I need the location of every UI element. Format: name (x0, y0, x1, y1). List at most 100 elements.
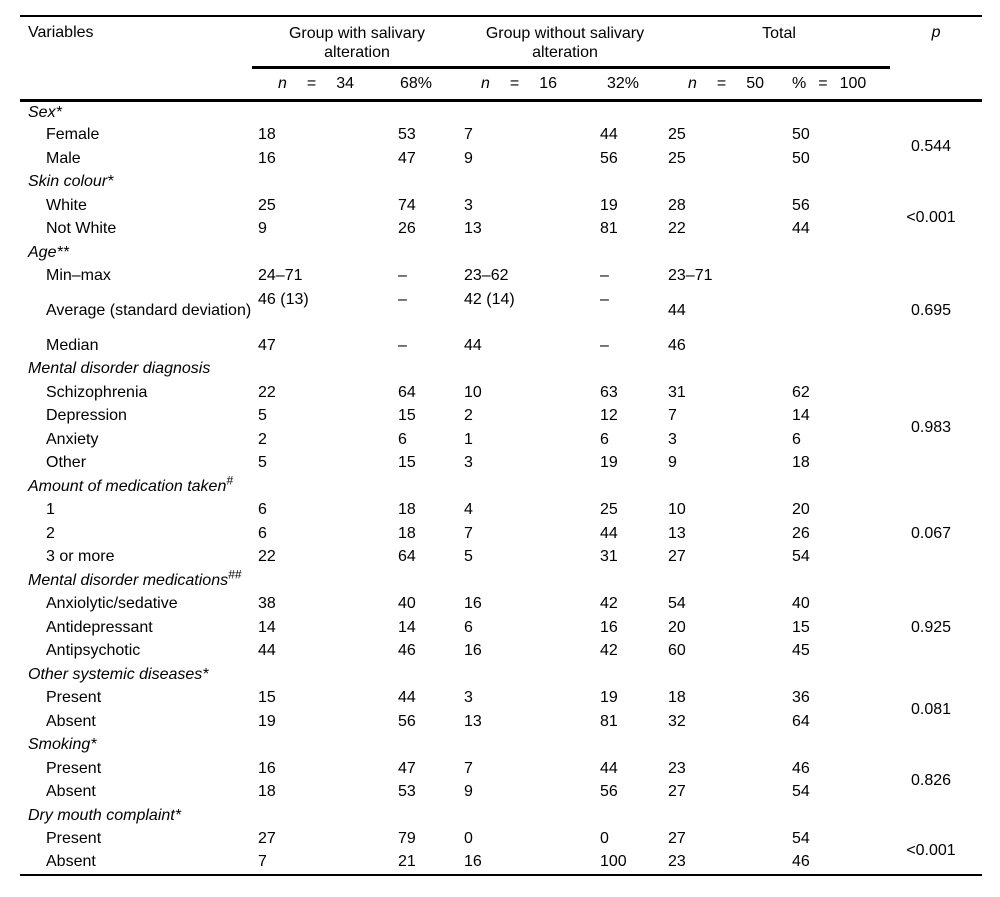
equals-sign: = (509, 74, 520, 92)
value-cell: 13 (464, 712, 482, 730)
row-label: Antidepressant (46, 618, 153, 636)
value-cell: 44 (600, 126, 618, 144)
row-label: Present (46, 689, 102, 707)
value-cell: 18 (398, 501, 416, 519)
value-cell: 36 (792, 689, 810, 707)
section-label: Age (28, 243, 57, 261)
value-cell: 19 (600, 196, 618, 214)
total-column-header: Total (668, 16, 891, 69)
table-row: Schizophrenia 22 64 10 63 31 62 0.983 (20, 381, 982, 436)
table-row: Absent 19 56 13 81 32 64 (20, 710, 982, 734)
value-cell: 50 (792, 149, 810, 167)
value-cell: 50 (792, 126, 810, 144)
table-row: Female 18 53 7 44 25 50 0.544 (20, 124, 982, 155)
table-row: Average (standard deviation) 46 (13) – 42 (… (20, 288, 982, 334)
value-cell: 56 (600, 149, 618, 167)
value-cell: 47 (258, 336, 276, 354)
value-cell: 4 (464, 501, 473, 519)
value-cell: 3 (464, 689, 473, 707)
table-row: 2 6 18 7 44 13 26 (20, 522, 982, 546)
section-row: Skin colour* (20, 171, 982, 195)
table-row: Antidepressant 14 14 6 16 20 15 (20, 616, 982, 640)
value-cell: 6 (258, 524, 267, 542)
row-label: Depression (46, 407, 127, 425)
value-cell: – (398, 267, 407, 285)
table-row: Anxiety 2 6 1 6 3 6 (20, 428, 982, 452)
group-with-n-value: 34 (336, 74, 355, 92)
row-label: Present (46, 830, 102, 848)
row-label: Min–max (46, 267, 111, 285)
value-cell: 16 (258, 759, 276, 777)
value-cell: 23–71 (668, 267, 713, 285)
value-cell: 22 (258, 383, 276, 401)
section-label-cell: Other systemic diseases* (20, 663, 982, 687)
row-label: 2 (46, 524, 55, 542)
value-cell: 64 (398, 548, 416, 566)
value-cell: 26 (398, 220, 416, 238)
value-cell: 3 (464, 454, 473, 472)
row-label: Male (46, 149, 81, 167)
value-cell: 47 (398, 149, 416, 167)
p-value: 0.544 (910, 138, 952, 155)
p-value: 0.081 (910, 701, 952, 718)
value-cell: 27 (668, 783, 686, 801)
value-cell: 18 (792, 454, 810, 472)
statistics-table: Variables Group with salivary alteration… (20, 15, 983, 876)
value-cell: 28 (668, 196, 686, 214)
section-row: Sex* (20, 100, 982, 124)
table-row: Male 16 47 9 56 25 50 (20, 147, 982, 171)
value-cell: 13 (464, 220, 482, 238)
section-label: Other systemic diseases (28, 665, 203, 683)
section-footnote-marker: * (90, 736, 97, 754)
value-cell: 42 (600, 642, 618, 660)
value-cell: 64 (398, 383, 416, 401)
value-cell: 31 (600, 548, 618, 566)
value-cell: 9 (258, 220, 267, 238)
section-footnote-marker: * (202, 665, 209, 683)
section-label: Smoking (28, 736, 91, 754)
value-cell: 16 (258, 149, 276, 167)
value-cell: 38 (258, 595, 276, 613)
table-row: Not White 9 26 13 81 22 44 (20, 218, 982, 242)
total-n-subheader: n = 50 (668, 67, 792, 102)
p-value: <0.001 (906, 841, 956, 859)
value-cell: 16 (464, 853, 482, 871)
subheader-empty-variables (20, 67, 252, 102)
value-cell: – (398, 336, 407, 354)
value-cell: 46 (792, 759, 810, 777)
value-cell: 9 (464, 149, 473, 167)
value-cell (792, 288, 890, 334)
value-cell: 46 (668, 336, 686, 354)
p-value: 0.925 (910, 618, 952, 636)
table-row: Present 27 79 0 0 27 54 <0.001 (20, 828, 982, 858)
n-symbol: n (278, 74, 287, 92)
section-row: Amount of medication taken# (20, 474, 982, 499)
table-row: Antipsychotic 44 46 16 42 60 45 (20, 640, 982, 664)
table-row: Present 15 44 3 19 18 36 0.081 (20, 687, 982, 718)
value-cell: 56 (792, 196, 810, 214)
row-label: Anxiety (46, 430, 99, 448)
value-cell: 23–62 (464, 267, 509, 285)
value-cell: 15 (258, 689, 276, 707)
value-cell: 44 (792, 220, 810, 238)
value-cell: 18 (398, 524, 416, 542)
group-without-n-value: 16 (539, 74, 558, 92)
value-cell: 7 (258, 853, 267, 871)
section-footnote-marker: * (55, 103, 62, 121)
section-row: Dry mouth complaint* (20, 804, 982, 828)
value-cell: 100 (600, 853, 627, 871)
value-cell: 15 (398, 454, 416, 472)
row-label: Absent (46, 712, 96, 730)
table-row: Absent 7 21 16 100 23 46 (20, 851, 982, 875)
value-cell: 15 (792, 618, 810, 636)
value-cell (792, 265, 890, 289)
p-value: <0.001 (906, 208, 956, 226)
group-without-column-header: Group without salivary alteration (462, 16, 668, 69)
value-cell: 47 (398, 759, 416, 777)
value-cell: 6 (600, 430, 609, 448)
value-cell: 24–71 (258, 267, 303, 285)
value-cell: 46 (398, 642, 416, 660)
row-label: Present (46, 759, 102, 777)
value-cell: 22 (668, 220, 686, 238)
value-cell: 40 (792, 595, 810, 613)
